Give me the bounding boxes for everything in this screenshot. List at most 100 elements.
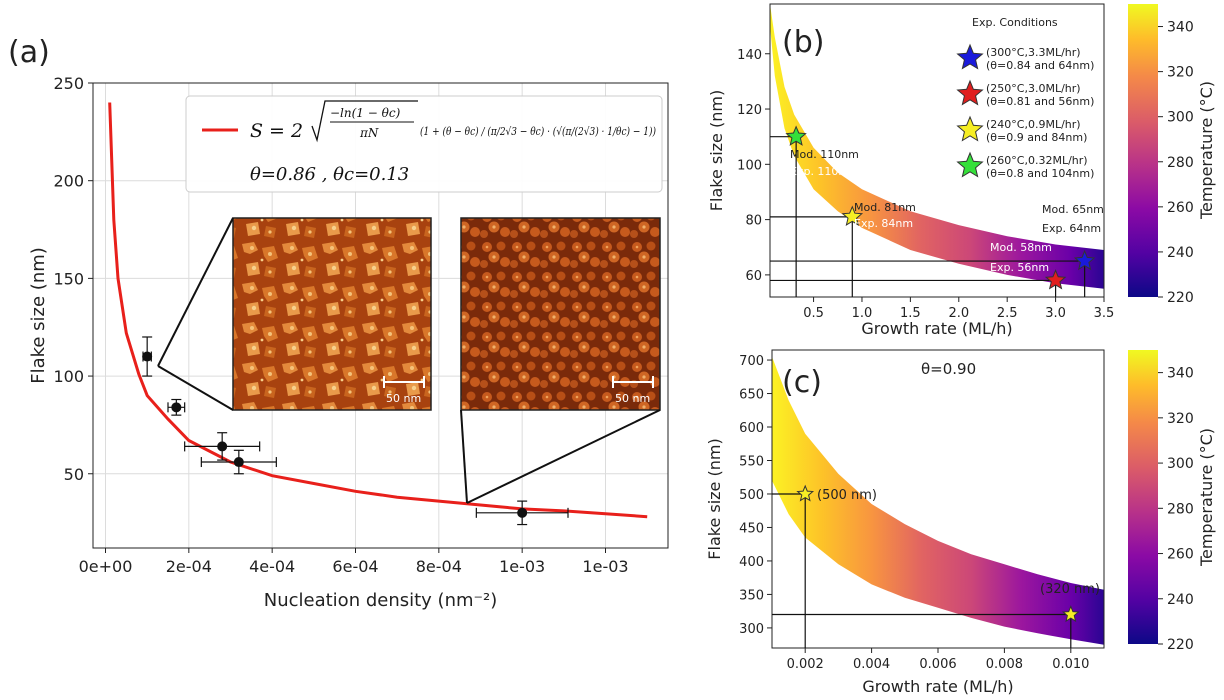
annotation-exp: Exp. 56nm xyxy=(990,261,1049,274)
panel-c-plot: 0.002 0.004 0.006 0.008 0.010 300 350 400 450 500… xyxy=(705,349,1105,696)
plot-frame xyxy=(92,82,669,549)
panel-b-legend: Exp. Conditions (300°C,3.3ML/hr)(θ=0.84 … xyxy=(956,16,1094,180)
y-tick-label: 150 xyxy=(53,269,84,288)
colorbar-tick-label: 320 xyxy=(1167,411,1194,427)
data-point xyxy=(200,449,277,475)
x-tick-label: 0e+00 xyxy=(79,557,133,576)
panel-c-theta: θ=0.90 xyxy=(921,360,976,378)
y-tick-label: 700 xyxy=(739,354,764,369)
colorbar-tick-label: 340 xyxy=(1167,20,1194,36)
colorbar-tick-label: 240 xyxy=(1167,245,1194,261)
data-point xyxy=(142,336,153,377)
data-marker xyxy=(142,351,153,362)
panel-b-colorbar: Temperature (°C) 220 240 260 280 300 320 340 xyxy=(1128,4,1216,306)
y-tick-label: 120 xyxy=(737,103,762,118)
x-tick-label: 0.008 xyxy=(986,657,1023,672)
panel-c-colorbar: Temperature (°C) 220 240 260 280 300 320 340 xyxy=(1128,350,1216,653)
panel-a-legend: S = 2 −ln(1 − θc) πN (1 + (θ − θc) / (π/… xyxy=(185,95,663,193)
plot-frame xyxy=(769,3,1105,298)
annotation-mod: Mod. 81nm xyxy=(854,201,916,214)
x-tick-label: 1e-03 xyxy=(499,557,545,576)
x-axis-label: Growth rate (ML/h) xyxy=(862,677,1013,696)
data-star-marker xyxy=(841,205,864,226)
x-tick-label: 0.5 xyxy=(803,306,824,321)
colorbar-tick-label: 300 xyxy=(1167,110,1194,126)
data-marker xyxy=(233,457,244,468)
x-axis-label: Growth rate (ML/h) xyxy=(861,319,1012,338)
formula-rad-den: πN xyxy=(359,126,379,140)
colorbar-c xyxy=(1128,350,1158,644)
sqrt-sign xyxy=(311,100,418,143)
formula-rest: (1 + (θ − θc) / (π/2√3 − θc) · (√(π/(2√3… xyxy=(420,125,656,138)
colorbar-tick-label: 300 xyxy=(1167,456,1194,472)
legend-box xyxy=(185,95,663,193)
scale-bar-label-1: 50 nm xyxy=(386,392,421,405)
afm-inset-1: 50 nm xyxy=(232,217,432,411)
afm-image-2 xyxy=(460,217,661,411)
data-marker xyxy=(171,402,182,413)
legend-entry: (300°C,3.3ML/hr)(θ=0.84 and 64nm) xyxy=(956,43,1094,72)
legend-entry: (240°C,0.9ML/hr)(θ=0.9 and 84nm) xyxy=(956,115,1087,144)
y-tick-label: 600 xyxy=(739,421,764,436)
colorbar-tick-label: 240 xyxy=(1167,592,1194,608)
panel-a-label: (a) xyxy=(8,35,50,70)
y-tick-label: 100 xyxy=(53,367,84,386)
y-axis-label: Flake size (nm) xyxy=(707,90,726,211)
data-star-marker xyxy=(1073,249,1096,271)
data-star-marker xyxy=(796,484,815,502)
annotation-exp: Exp. 84nm xyxy=(854,217,913,230)
annotation-mod: Mod. 65nm xyxy=(1042,203,1104,216)
legend-entry-line2: (θ=0.84 and 64nm) xyxy=(986,59,1094,72)
x-tick-label: 6e-04 xyxy=(332,557,378,576)
formula-rad-num: −ln(1 − θc) xyxy=(330,106,401,120)
temperature-band xyxy=(772,356,1104,645)
legend-entry-line1: (240°C,0.9ML/hr) xyxy=(986,118,1081,131)
legend-params: θ=0.86 , θc=0.13 xyxy=(250,164,409,185)
y-tick-label: 50 xyxy=(64,465,84,484)
colorbar-c-label: Temperature (°C) xyxy=(1197,428,1216,567)
y-tick-label: 550 xyxy=(739,454,764,469)
x-tick-label: 2.0 xyxy=(948,306,969,321)
y-tick-label: 350 xyxy=(739,588,764,603)
colorbar-tick-label: 220 xyxy=(1167,637,1194,653)
data-point xyxy=(475,500,569,526)
data-marker xyxy=(517,507,528,518)
formula-lhs: S = 2 xyxy=(250,120,303,142)
annotation-exp: Exp. 64nm xyxy=(1042,222,1101,235)
legend-title: Exp. Conditions xyxy=(972,16,1058,29)
legend-entry-line2: (θ=0.81 and 56nm) xyxy=(986,95,1094,108)
colorbar-tick-label: 260 xyxy=(1167,547,1194,563)
y-tick-label: 500 xyxy=(739,488,764,503)
x-tick-label: 8e-04 xyxy=(416,557,462,576)
y-tick-label: 400 xyxy=(739,555,764,570)
y-tick-label: 200 xyxy=(53,172,84,191)
x-axis-label: Nucleation density (nm⁻²) xyxy=(264,590,498,611)
data-star-marker xyxy=(785,125,807,146)
x-tick-label: 2.5 xyxy=(997,306,1018,321)
legend-entry: (250°C,3.0ML/hr)(θ=0.81 and 56nm) xyxy=(956,79,1094,108)
colorbar-b-label: Temperature (°C) xyxy=(1197,81,1216,220)
annotation-500: (500 nm) xyxy=(817,488,877,503)
x-tick-label: 0.010 xyxy=(1052,657,1089,672)
x-tick-label: 3.0 xyxy=(1045,306,1066,321)
inset-callout-lines xyxy=(157,217,661,504)
legend-entry-line2: (θ=0.9 and 84nm) xyxy=(986,131,1087,144)
legend-entry: (260°C,0.32ML/hr)(θ=0.8 and 104nm) xyxy=(956,151,1094,180)
x-tick-label: 2e-04 xyxy=(166,557,212,576)
y-axis-label: Flake size (nm) xyxy=(28,247,49,384)
data-point xyxy=(184,432,261,461)
x-tick-label: 1.0 xyxy=(852,306,873,321)
legend-entry-line1: (300°C,3.3ML/hr) xyxy=(986,46,1081,59)
y-tick-label: 450 xyxy=(739,521,764,536)
x-tick-label: 0.002 xyxy=(787,657,824,672)
annotation-mod: Mod. 110nm xyxy=(790,148,859,161)
x-tick-label: 0.006 xyxy=(919,657,956,672)
afm-inset-2: 50 nm xyxy=(460,217,661,411)
colorbar-tick-label: 280 xyxy=(1167,155,1194,171)
legend-entry-line1: (250°C,3.0ML/hr) xyxy=(986,82,1081,95)
annotation-mod: Mod. 58nm xyxy=(990,241,1052,254)
x-tick-label: 4e-04 xyxy=(249,557,295,576)
data-marker xyxy=(217,441,228,452)
y-axis-label: Flake size (nm) xyxy=(705,438,724,559)
